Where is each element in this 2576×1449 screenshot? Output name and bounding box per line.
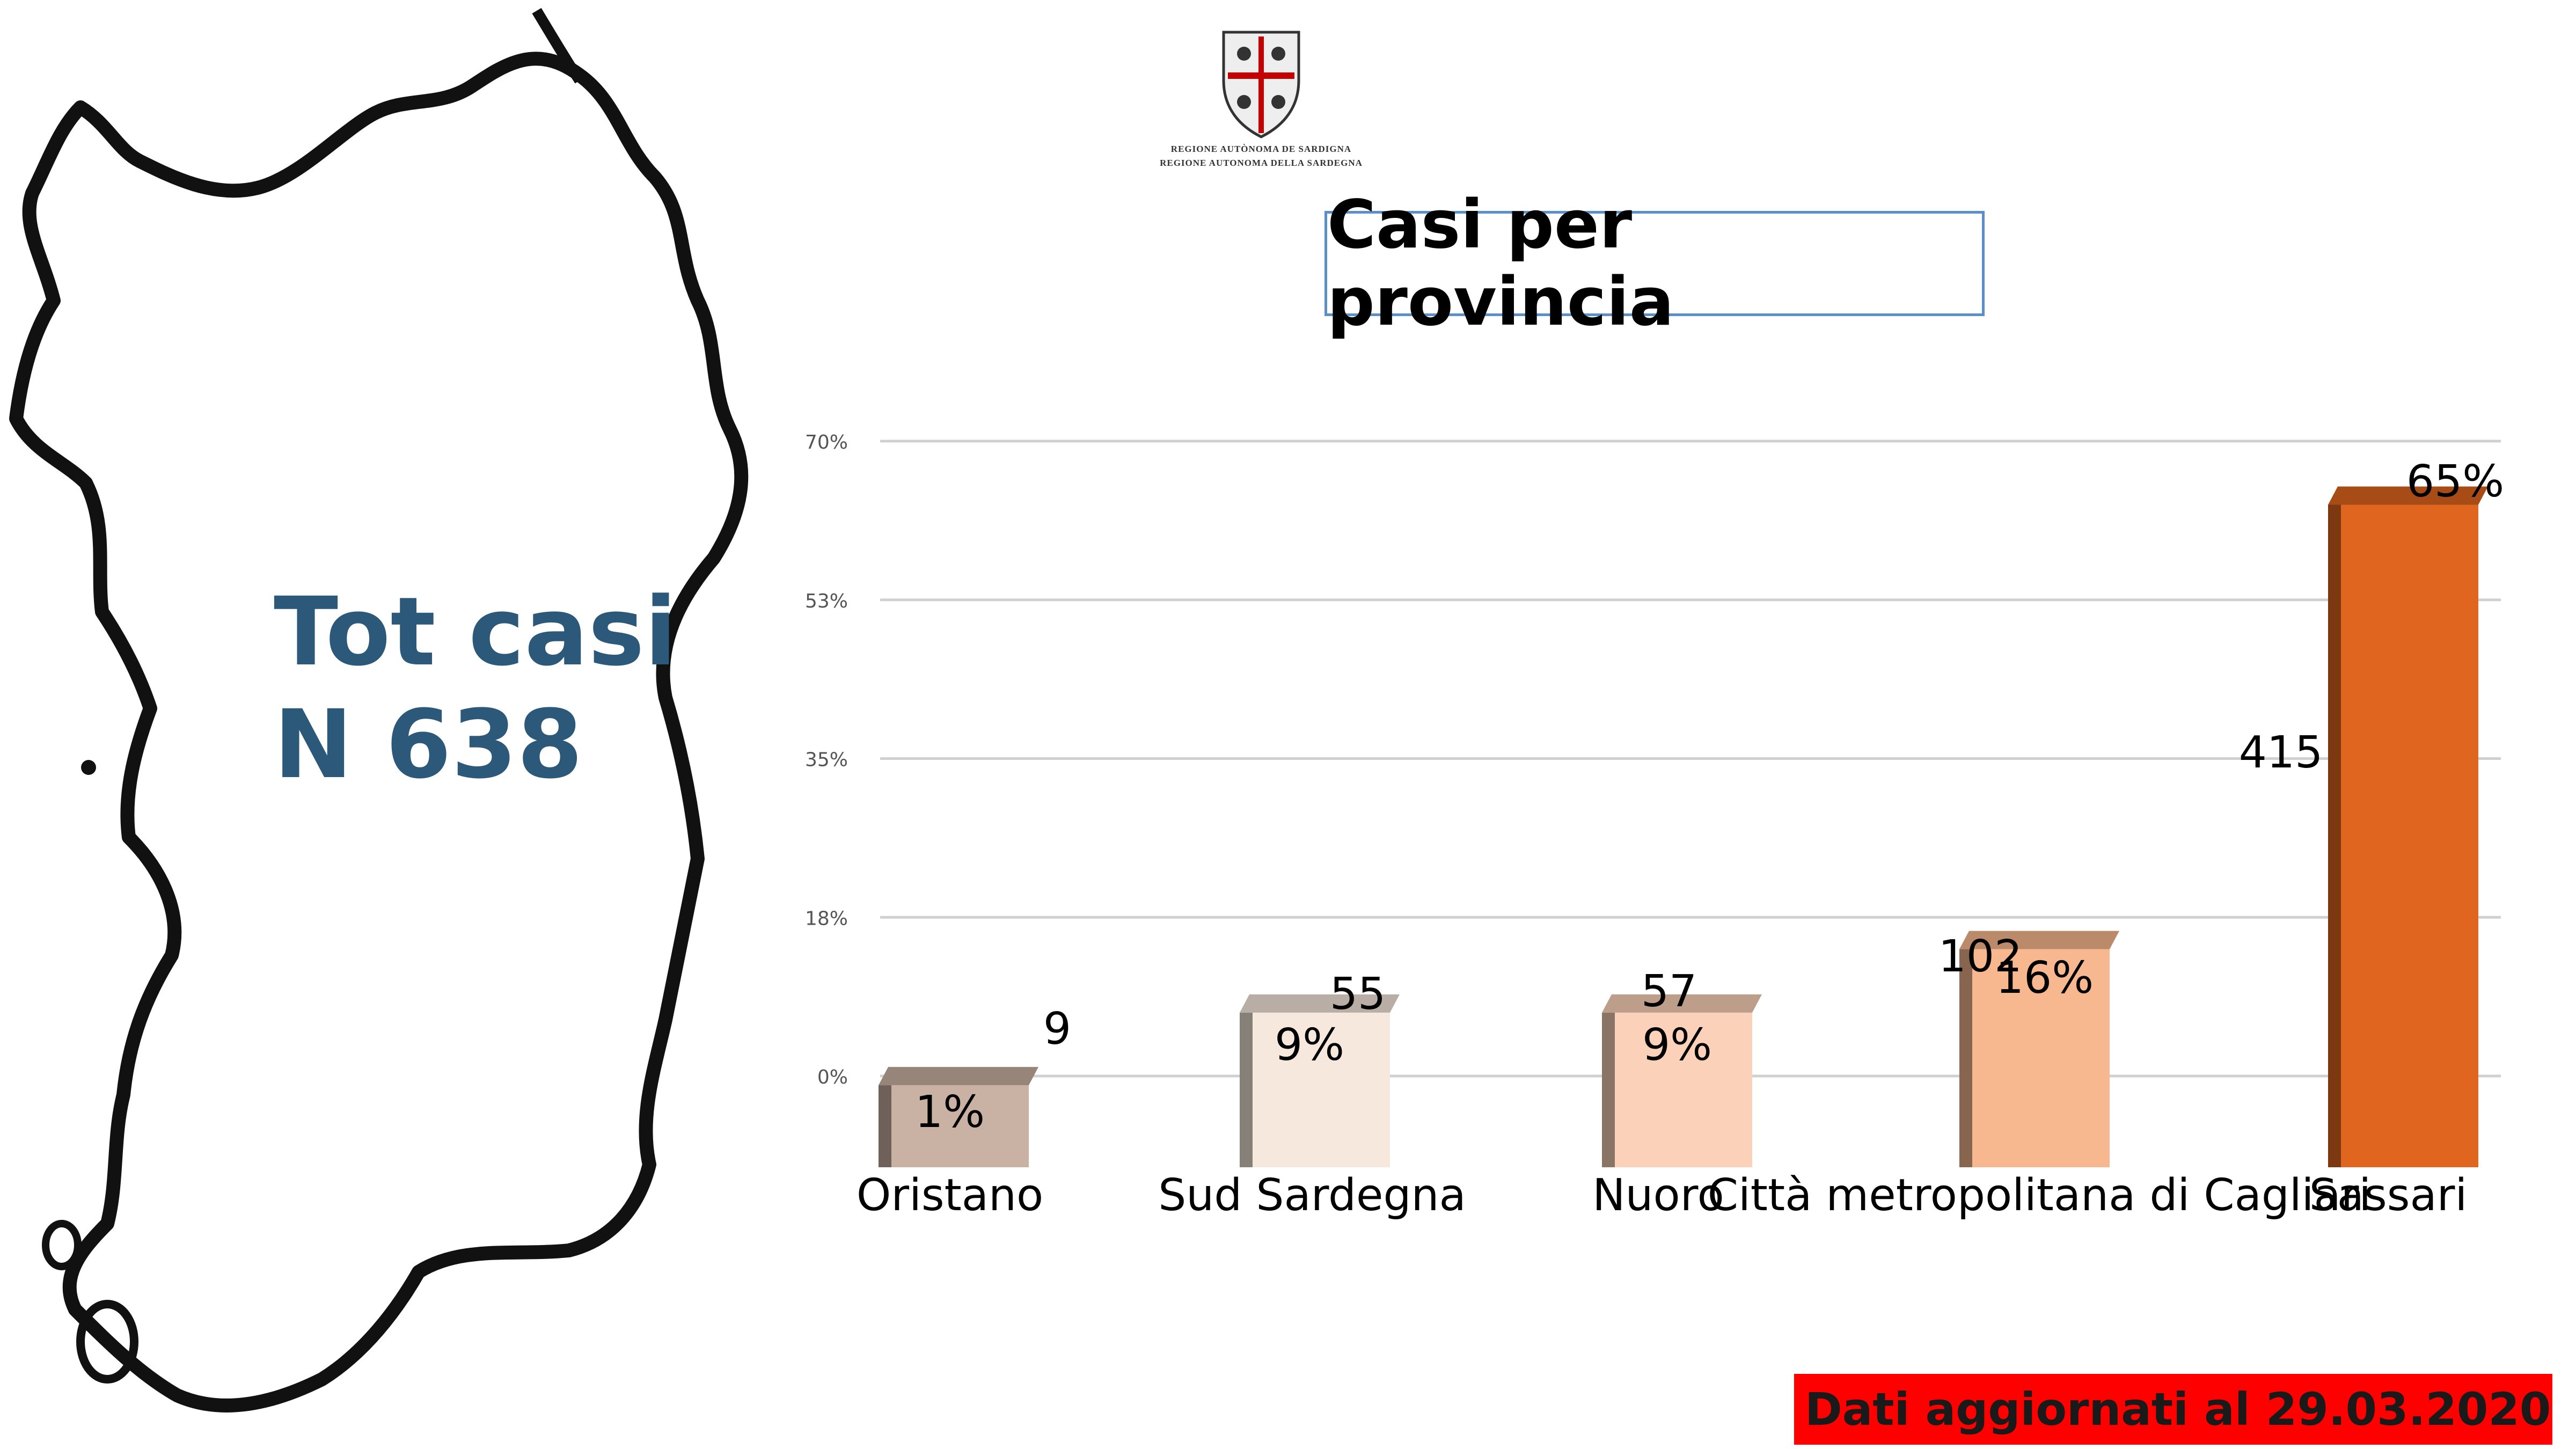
x-category-label: Sud Sardegna	[1158, 1170, 1466, 1221]
bar-count-label: 415	[2239, 727, 2323, 778]
update-date-banner: Dati aggiornati al 29.03.2020	[1794, 1374, 2552, 1445]
coat-of-arms-icon	[1222, 31, 1300, 138]
bar	[1240, 994, 1400, 1167]
bar-percent-label: 1%	[915, 1087, 985, 1138]
bar	[879, 1067, 1038, 1167]
x-category-label: Sassari	[2309, 1170, 2468, 1221]
bar-count-label: 55	[1330, 969, 1386, 1020]
y-tick-label: 0%	[817, 1066, 848, 1088]
bar-count-label: 57	[1641, 966, 1697, 1017]
bar-percent-label: 16%	[1996, 953, 2094, 1004]
y-tick-label: 18%	[805, 908, 848, 930]
bar	[1602, 994, 1762, 1167]
total-cases-label: Tot casi	[274, 577, 677, 687]
logo-text-italian: REGIONE AUTONOMA DELLA SARDEGNA	[1160, 158, 1363, 168]
bar-percent-label: 65%	[2406, 456, 2504, 507]
x-category-label: Città metropolitana di Cagliari	[1708, 1170, 2371, 1221]
sardinia-map	[9, 8, 749, 1413]
bar-count-label: 102	[1938, 931, 2023, 982]
y-tick-label: 70%	[805, 431, 848, 453]
y-tick-label: 53%	[805, 590, 848, 612]
y-tick-label: 35%	[805, 749, 848, 771]
total-cases-count: N 638	[274, 690, 583, 800]
x-category-label: Oristano	[857, 1170, 1043, 1221]
bar-percent-label: 9%	[1642, 1020, 1712, 1071]
region-logo: REGIONE AUTÒNOMA DE SARDIGNA REGIONE AUT…	[1116, 21, 1406, 182]
bar	[1959, 931, 2119, 1167]
bar-percent-label: 9%	[1275, 1020, 1344, 1071]
x-category-label: Nuoro	[1592, 1170, 1724, 1221]
logo-text-sardinian: REGIONE AUTÒNOMA DE SARDIGNA	[1170, 144, 1352, 154]
bar	[2328, 486, 2488, 1167]
bar-count-label: 9	[1043, 1004, 1071, 1055]
